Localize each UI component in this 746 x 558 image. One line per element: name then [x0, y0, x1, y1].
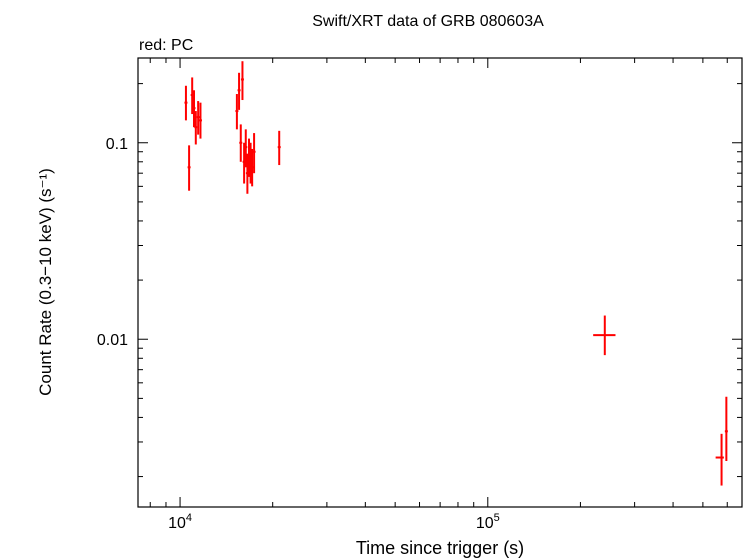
plot-frame-group [137, 57, 743, 508]
axis-ticks-group [138, 58, 742, 507]
x-tick-label-exponent: 5 [494, 512, 500, 524]
chart-subtitle: red: PC [139, 37, 193, 54]
data-point [196, 101, 200, 135]
data-point [277, 130, 281, 166]
data-point [244, 129, 248, 168]
data-point [192, 90, 196, 128]
y-tick-label: 0.1 [106, 136, 128, 153]
data-point [235, 94, 239, 130]
data-point [187, 145, 191, 191]
x-tick-label-base: 10 [476, 515, 494, 532]
data-point [252, 133, 256, 174]
chart-title: Swift/XRT data of GRB 080603A [312, 13, 544, 30]
x-tick-label-base: 10 [168, 515, 186, 532]
data-points-group [184, 61, 728, 486]
data-point [724, 396, 728, 462]
y-tick-label: 0.01 [97, 332, 128, 349]
x-tick-label-exponent: 4 [186, 512, 192, 524]
data-point [194, 111, 198, 145]
x-tick-label: 104 [168, 512, 192, 532]
data-point [240, 61, 244, 101]
data-point [184, 85, 188, 121]
data-point [715, 433, 724, 486]
plot-frame [137, 57, 743, 508]
y-axis-label: Count Rate (0.3−10 keV) (s⁻¹) [36, 168, 55, 396]
x-tick-label: 105 [476, 512, 500, 532]
data-point [239, 124, 243, 162]
x-axis-label: Time since trigger (s) [356, 538, 524, 558]
data-point [593, 315, 616, 356]
data-point [198, 102, 202, 139]
data-point [237, 72, 241, 110]
